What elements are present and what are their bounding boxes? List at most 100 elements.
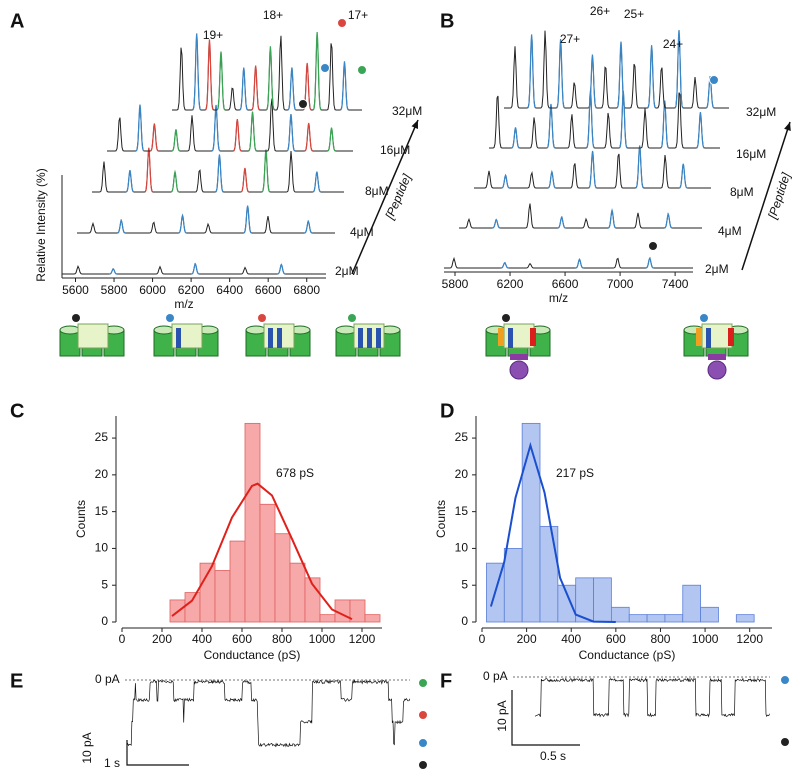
spectrum-peak <box>588 54 597 109</box>
x-tick-label: 200 <box>152 632 172 646</box>
panel-letter: B <box>440 10 454 32</box>
bar <box>521 422 541 623</box>
spectrum-peak <box>660 100 670 149</box>
spectrum-peak <box>251 65 260 111</box>
spectrum-peak <box>304 122 313 152</box>
spectrum-peak <box>679 163 688 189</box>
x-tick-label: 400 <box>192 632 212 646</box>
panel-letter: F <box>440 670 452 692</box>
peptide <box>706 328 711 348</box>
x-axis-label: Conductance (pS) <box>579 648 676 662</box>
y-tick-label: 15 <box>455 504 469 518</box>
peak-label: 17+ <box>348 8 368 22</box>
species-dot <box>166 314 174 322</box>
arrow-label: [Peptide] <box>765 170 793 221</box>
bar <box>184 592 201 623</box>
x-tick-label: 6200 <box>497 277 524 291</box>
peptide <box>176 328 181 348</box>
spectrum-peak <box>216 51 226 111</box>
peptide <box>376 328 381 348</box>
spectrum-peak <box>607 208 617 229</box>
species-dot <box>418 760 428 770</box>
spectrum-peak <box>647 45 657 109</box>
peptide <box>508 328 513 348</box>
polymerase <box>707 360 727 380</box>
scale-bar <box>126 740 189 766</box>
x-axis-label: m/z <box>174 297 193 311</box>
species-dot <box>298 99 308 109</box>
trace-label: 16μM <box>736 147 766 161</box>
fit-curve <box>171 482 353 621</box>
helix <box>530 328 536 346</box>
peak-label: 25+ <box>624 7 644 21</box>
y-tick-label: 0 <box>101 614 108 628</box>
linker <box>708 354 726 360</box>
concentration-arrow <box>741 121 791 271</box>
y-tick-label: 5 <box>101 577 108 591</box>
spectrum-peak <box>527 34 537 109</box>
spectrum-peak <box>547 169 556 189</box>
spectrum-peak <box>674 30 684 109</box>
peptide <box>268 328 273 348</box>
y-tick-label: 20 <box>455 467 469 481</box>
spectrum-peak <box>125 170 135 193</box>
x-tick-label: 600 <box>606 632 626 646</box>
spectrum-trace <box>77 206 335 234</box>
x-tick-label: 5600 <box>62 283 89 297</box>
trace-label: 4μM <box>718 224 742 238</box>
species-dot <box>700 314 708 322</box>
species-dot <box>502 314 510 322</box>
panel-letter: D <box>440 400 454 422</box>
bar <box>539 525 559 623</box>
spectrum-peak <box>312 171 322 193</box>
bar <box>610 606 630 623</box>
bar <box>364 614 381 623</box>
spectrum-peak <box>191 262 200 275</box>
spectrum-peak <box>261 149 271 193</box>
x-tick-label: 400 <box>561 632 581 646</box>
arrow-head <box>784 122 791 131</box>
spectrum-peak <box>557 215 566 229</box>
y-tick-label: 20 <box>95 467 109 481</box>
peptide <box>277 328 282 348</box>
spectrum-peak <box>144 147 154 193</box>
trace-label: 32μM <box>392 104 422 118</box>
pore-top <box>335 325 357 335</box>
peptide <box>367 328 372 348</box>
bar <box>682 584 702 623</box>
concentration-arrow <box>351 119 419 275</box>
peak-label: 19+ <box>203 28 223 42</box>
y-tick-label: 10 <box>95 541 109 555</box>
peak-label: 27+ <box>560 32 580 46</box>
spectrum-peak <box>286 114 296 152</box>
species-dot <box>418 678 428 688</box>
x-tick-label: 6600 <box>255 283 282 297</box>
x-tick-label: 0 <box>119 632 126 646</box>
species-dot <box>348 314 356 322</box>
linker <box>510 354 528 360</box>
y-scale-label: 10 pA <box>80 732 94 763</box>
spectrum-peak <box>304 219 313 234</box>
x-axis-label: Conductance (pS) <box>204 648 301 662</box>
pore-core <box>77 323 109 349</box>
bar <box>319 614 336 623</box>
y-tick-label: 5 <box>461 577 468 591</box>
peak-label: 18+ <box>263 8 283 22</box>
y-tick-label: 15 <box>95 504 109 518</box>
current-trace <box>534 677 770 718</box>
trace-label: 2μM <box>335 264 359 278</box>
spectrum-peak <box>178 213 187 234</box>
spectrum-peak <box>170 169 180 193</box>
species-dot <box>780 675 790 685</box>
x-tick-label: 6600 <box>552 277 579 291</box>
spectrum-peak <box>239 67 248 111</box>
spectrum-peak <box>500 261 509 269</box>
spectrum-peak <box>575 257 584 269</box>
bar <box>628 614 648 623</box>
bar <box>664 614 684 623</box>
helix <box>498 328 504 346</box>
polymerase <box>509 360 529 380</box>
spectrum-peak <box>501 173 510 189</box>
spectrum-peak <box>645 256 654 269</box>
